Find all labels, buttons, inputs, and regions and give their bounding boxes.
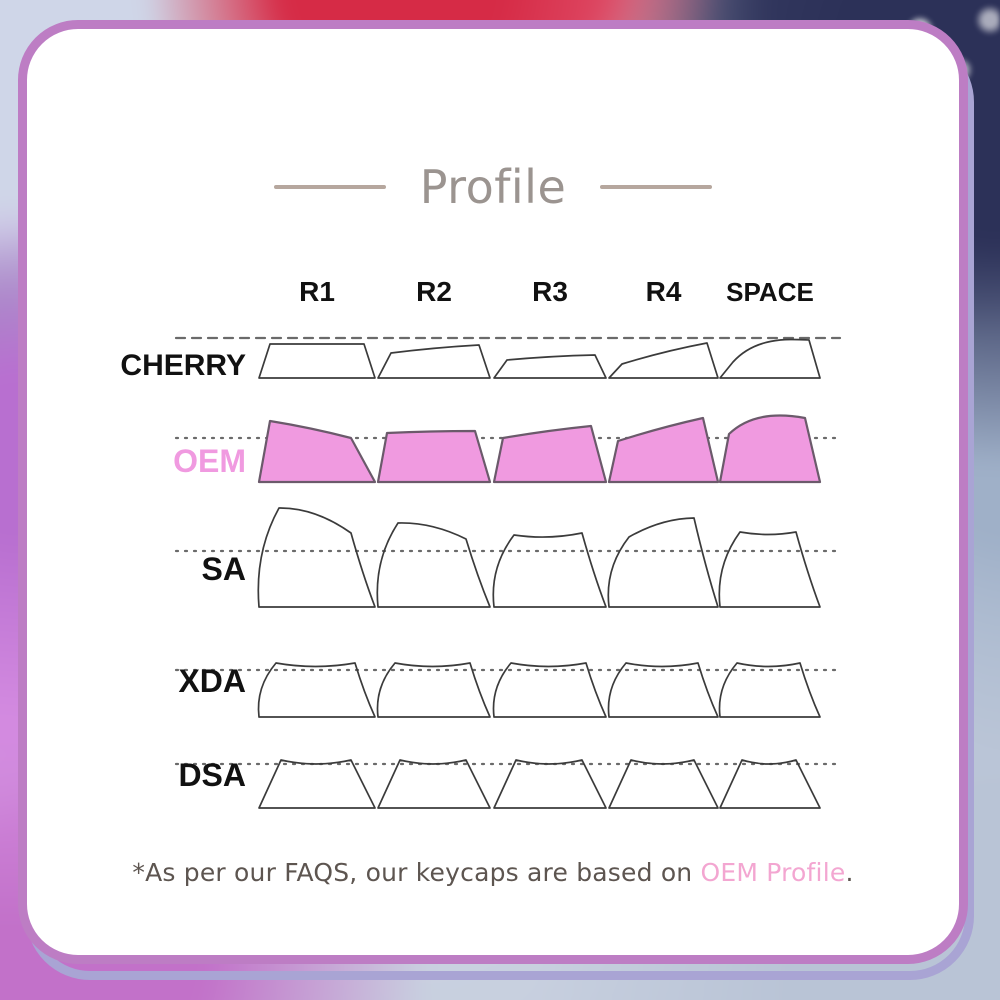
keycap-oem-space bbox=[718, 414, 822, 484]
keycap-dsa-r2 bbox=[377, 759, 491, 809]
keycap-sa-space bbox=[718, 531, 821, 608]
keycap-oem-r2 bbox=[376, 429, 492, 484]
column-header-r1: R1 bbox=[299, 276, 335, 307]
profile-row-xda: XDA bbox=[174, 662, 842, 718]
keycap-dsa-r3 bbox=[493, 759, 607, 809]
frame-border bbox=[18, 20, 968, 964]
footnote-suffix: . bbox=[845, 858, 854, 887]
keycap-cherry-space bbox=[719, 338, 821, 379]
keycap-dsa-space bbox=[719, 759, 821, 809]
footnote-highlight: OEM Profile bbox=[700, 858, 846, 887]
keycap-cherry-r4 bbox=[608, 342, 719, 379]
row-label-sa: SA bbox=[202, 551, 246, 587]
profile-row-sa: SA bbox=[174, 507, 842, 608]
profile-row-dsa: DSA bbox=[174, 757, 842, 809]
keycap-sa-r2 bbox=[376, 522, 491, 608]
keycap-sa-r4 bbox=[607, 517, 719, 608]
row-label-dsa: DSA bbox=[178, 757, 246, 793]
keycap-oem-r1 bbox=[257, 419, 377, 484]
keycap-xda-space bbox=[718, 662, 821, 718]
column-header-r3: R3 bbox=[532, 276, 568, 307]
keycap-cherry-r3 bbox=[493, 354, 607, 379]
column-header-r2: R2 bbox=[416, 276, 452, 307]
keycap-cherry-r2 bbox=[377, 344, 491, 379]
keycap-oem-r4 bbox=[607, 416, 720, 484]
keycap-dsa-r4 bbox=[608, 759, 719, 809]
profile-row-cherry: CHERRY bbox=[120, 336, 842, 382]
keycap-dsa-r1 bbox=[258, 759, 376, 809]
title-row: Profile bbox=[18, 160, 968, 214]
keycap-xda-r2 bbox=[376, 662, 491, 718]
keycap-xda-r1 bbox=[257, 662, 376, 718]
footnote: *As per our FAQS, our keycaps are based … bbox=[18, 858, 968, 887]
keycap-cherry-r1 bbox=[258, 343, 376, 379]
keycap-sa-r1 bbox=[257, 507, 376, 608]
title-rule-left bbox=[273, 185, 386, 189]
page-title: Profile bbox=[419, 160, 567, 214]
keycap-oem-r3 bbox=[492, 424, 608, 484]
row-label-cherry: CHERRY bbox=[120, 349, 246, 382]
row-label-xda: XDA bbox=[178, 663, 246, 699]
row-label-oem: OEM bbox=[173, 443, 246, 479]
profile-row-oem: OEM bbox=[173, 414, 842, 484]
footnote-prefix: *As per our FAQS, our keycaps are based … bbox=[132, 858, 701, 887]
column-header-r4: R4 bbox=[646, 276, 682, 307]
keycap-xda-r4 bbox=[607, 662, 719, 718]
keycap-xda-r3 bbox=[492, 662, 607, 718]
profile-comparison-chart: R1 R2 R3 R4 SPACE CHERRY OEM SA XDA DSA bbox=[120, 276, 842, 809]
keycap-sa-r3 bbox=[492, 532, 607, 608]
column-header-space: SPACE bbox=[726, 277, 814, 307]
content-card: Profile R1 R2 R3 R4 SPACE CHERRY OEM SA XDA DSA *… bbox=[18, 20, 968, 964]
title-rule-right bbox=[600, 185, 713, 189]
